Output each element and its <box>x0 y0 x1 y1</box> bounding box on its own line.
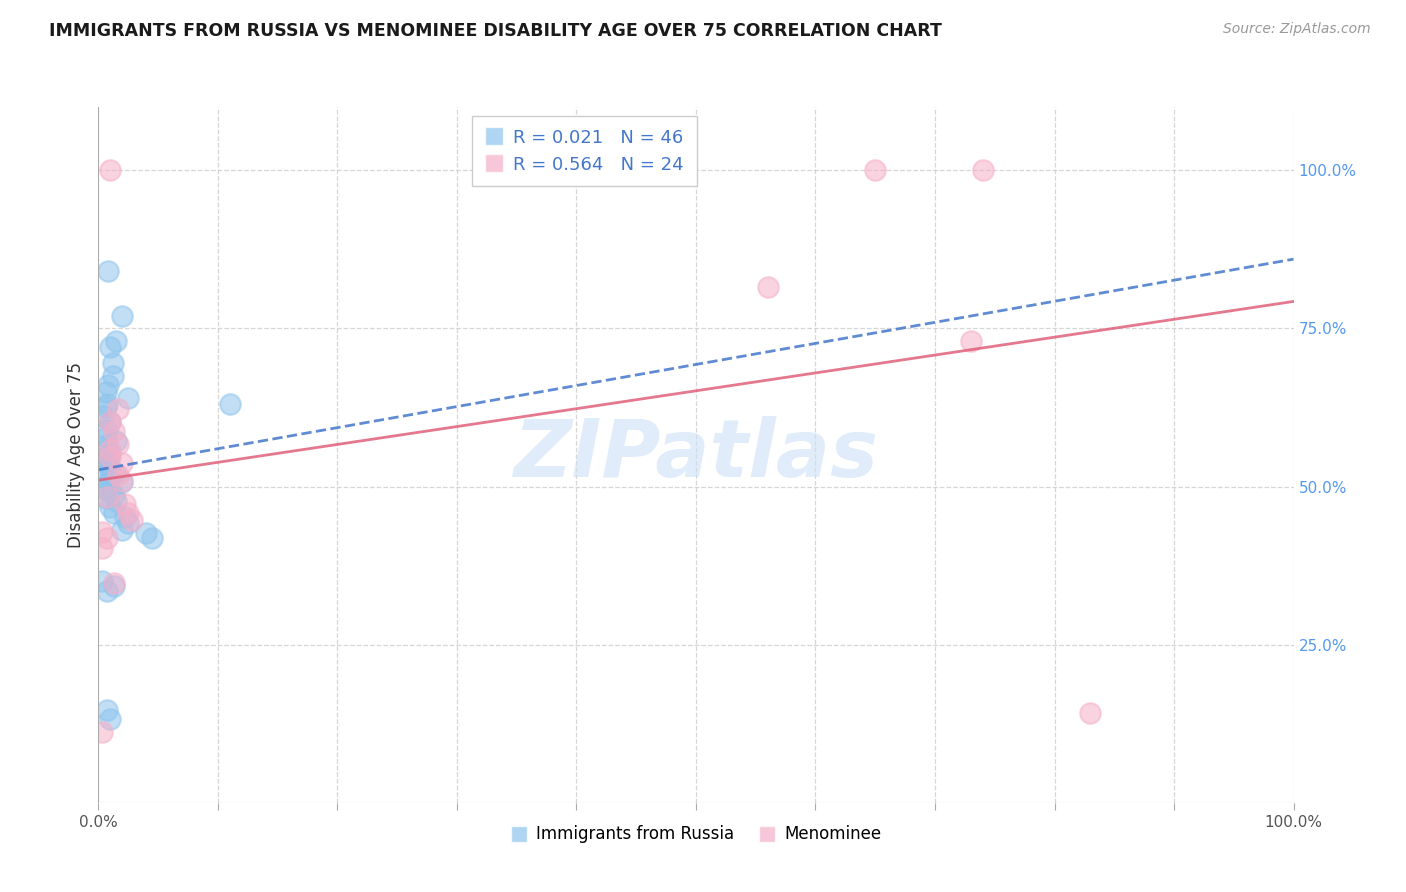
Point <box>91 481 114 495</box>
Point <box>111 309 134 323</box>
Point <box>96 532 118 546</box>
Point <box>97 264 120 278</box>
Point <box>98 462 122 476</box>
Point <box>96 478 118 492</box>
Point <box>98 458 121 473</box>
Point <box>103 488 125 502</box>
Point <box>117 516 139 530</box>
Point <box>91 468 114 483</box>
Point <box>91 541 114 555</box>
Point <box>135 525 157 540</box>
Point <box>97 378 120 392</box>
Point <box>98 447 122 461</box>
Point <box>98 415 122 429</box>
Point <box>756 280 779 294</box>
Point <box>91 574 114 589</box>
Point <box>960 334 983 348</box>
Y-axis label: Disability Age Over 75: Disability Age Over 75 <box>66 362 84 548</box>
Point <box>1080 706 1102 720</box>
Point <box>96 703 118 717</box>
Point <box>94 430 117 444</box>
Point <box>114 497 136 511</box>
Point <box>114 509 136 524</box>
Point <box>103 575 125 590</box>
Point <box>117 391 139 405</box>
Point <box>98 450 122 464</box>
Point <box>111 523 134 537</box>
Point <box>98 163 122 178</box>
Point <box>96 438 118 452</box>
Point <box>96 491 118 505</box>
Point <box>98 340 122 354</box>
Point <box>105 434 128 448</box>
Point <box>107 402 129 417</box>
Point <box>121 513 143 527</box>
Point <box>98 442 122 457</box>
Point <box>101 368 124 383</box>
Point <box>111 456 134 470</box>
Point <box>98 484 122 499</box>
Point <box>105 494 128 508</box>
Point <box>91 451 114 466</box>
Point <box>972 163 994 178</box>
Point <box>103 506 125 520</box>
Point <box>107 437 129 451</box>
Text: Source: ZipAtlas.com: Source: ZipAtlas.com <box>1223 22 1371 37</box>
Point <box>107 468 129 483</box>
Point <box>103 579 125 593</box>
Point <box>104 466 127 480</box>
Point <box>98 500 122 514</box>
Point <box>98 471 122 485</box>
Point <box>98 415 122 429</box>
Legend: Immigrants from Russia, Menominee: Immigrants from Russia, Menominee <box>505 819 887 850</box>
Point <box>91 725 114 739</box>
Point <box>141 532 163 546</box>
Point <box>91 444 114 458</box>
Text: ZIPatlas: ZIPatlas <box>513 416 879 494</box>
Point <box>219 397 242 411</box>
Point <box>91 525 114 540</box>
Point <box>94 401 117 415</box>
Point <box>94 491 117 505</box>
Text: IMMIGRANTS FROM RUSSIA VS MENOMINEE DISABILITY AGE OVER 75 CORRELATION CHART: IMMIGRANTS FROM RUSSIA VS MENOMINEE DISA… <box>49 22 942 40</box>
Point <box>96 454 118 468</box>
Point <box>101 356 124 370</box>
Point <box>91 409 114 423</box>
Point <box>111 475 134 489</box>
Point <box>96 423 118 437</box>
Point <box>98 712 122 726</box>
Point <box>103 424 125 438</box>
Point <box>111 475 134 489</box>
Point <box>96 397 118 411</box>
Point <box>117 506 139 520</box>
Point <box>105 334 128 348</box>
Point <box>865 163 887 178</box>
Point <box>96 583 118 598</box>
Point <box>94 384 117 399</box>
